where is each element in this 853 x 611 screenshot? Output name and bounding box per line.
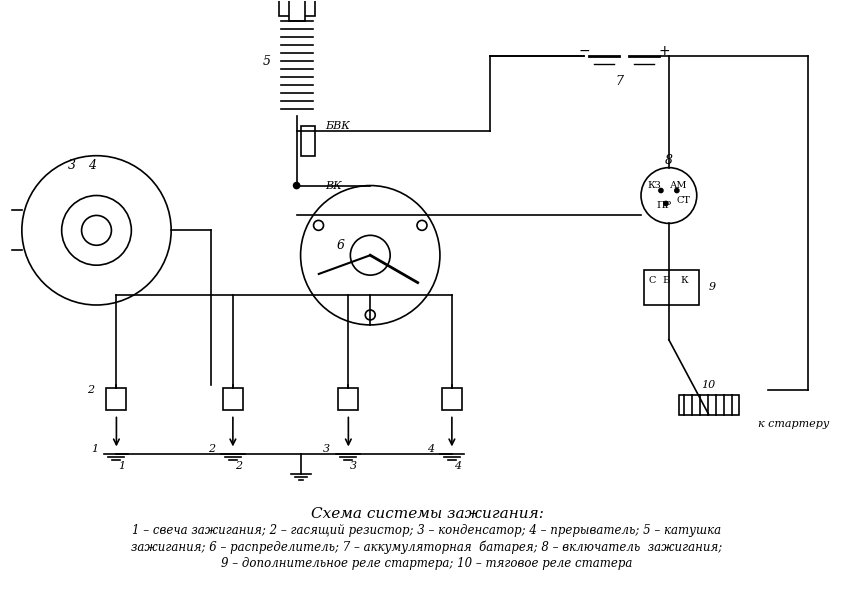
Text: СТ: СТ [676, 196, 690, 205]
Text: 2: 2 [207, 444, 215, 455]
Bar [678, 395, 738, 414]
Text: Схема системы зажигания:: Схема системы зажигания: [310, 507, 543, 521]
Text: 9: 9 [708, 282, 715, 292]
Text: Б: Б [662, 276, 669, 285]
Circle shape [659, 189, 662, 192]
Text: 2: 2 [235, 461, 241, 471]
Text: 1: 1 [91, 444, 98, 455]
Text: 10: 10 [701, 379, 715, 390]
Text: 3: 3 [67, 159, 76, 172]
Text: 6: 6 [336, 239, 344, 252]
Bar [288, 0, 305, 21]
Text: БВК: БВК [325, 121, 350, 131]
Text: −: − [577, 44, 589, 58]
Text: К: К [679, 276, 687, 285]
Text: 8: 8 [664, 154, 672, 167]
Text: КЗ: КЗ [647, 181, 660, 190]
Text: 5: 5 [263, 54, 270, 68]
Text: АМ: АМ [670, 181, 687, 190]
Circle shape [663, 202, 667, 205]
Text: С: С [647, 276, 655, 285]
Bar [223, 387, 242, 409]
Bar [300, 126, 314, 156]
Text: 1 – свеча зажигания; 2 – гасящий резистор; 3 – конденсатор; 4 – прерыватель; 5 –: 1 – свеча зажигания; 2 – гасящий резисто… [132, 524, 721, 537]
Text: ВК: ВК [325, 180, 342, 191]
Circle shape [293, 183, 299, 189]
Circle shape [674, 189, 678, 192]
Text: 3: 3 [350, 461, 357, 471]
Bar [107, 387, 126, 409]
Text: 3: 3 [323, 444, 330, 455]
Text: 7: 7 [614, 75, 623, 87]
Bar [278, 0, 314, 16]
Text: 4: 4 [453, 461, 461, 471]
Bar [643, 270, 698, 305]
Text: 4: 4 [87, 159, 96, 172]
Text: ПР: ПР [655, 201, 670, 210]
Bar [338, 387, 358, 409]
Text: 2: 2 [87, 384, 95, 395]
Text: зажигания; 6 – распределитель; 7 – аккумуляторная  батарея; 8 – включатель  зажи: зажигания; 6 – распределитель; 7 – аккум… [131, 541, 722, 554]
Bar [441, 387, 461, 409]
Text: к стартеру: к стартеру [757, 420, 829, 430]
Text: +: + [658, 44, 669, 58]
Text: 1: 1 [119, 461, 125, 471]
Text: 4: 4 [426, 444, 433, 455]
Text: 9 – дополнительное реле стартера; 10 – тяговое реле статера: 9 – дополнительное реле стартера; 10 – т… [221, 557, 632, 570]
